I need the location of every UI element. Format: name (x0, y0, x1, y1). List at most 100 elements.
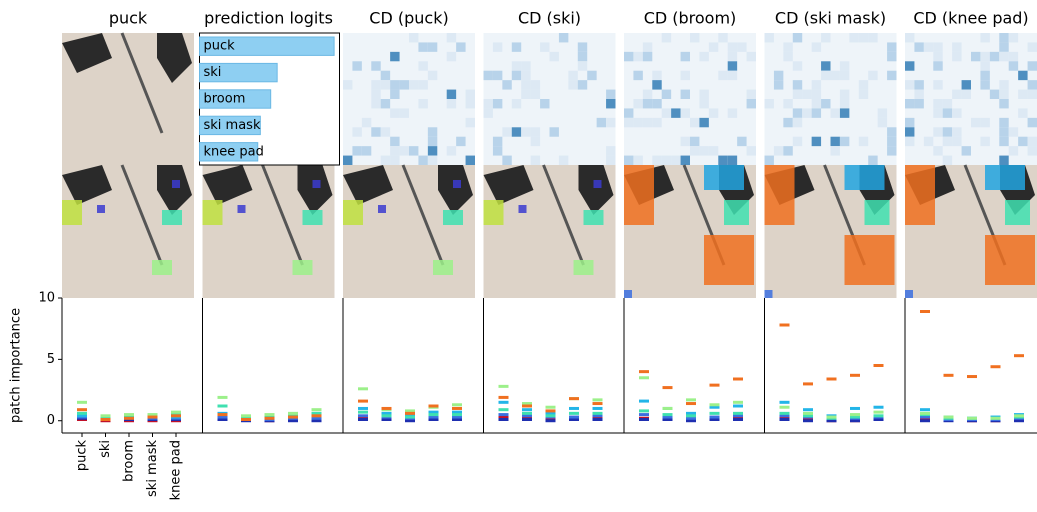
strip-mark (709, 418, 720, 421)
strip-mark (381, 418, 392, 421)
stick (401, 164, 445, 266)
heat-cell (699, 89, 709, 99)
heat-cell (652, 155, 662, 165)
heat-cell (783, 117, 793, 128)
heat-cell (511, 42, 522, 52)
strip-mark (311, 416, 322, 420)
heat-cell (642, 89, 653, 99)
heat-cell (821, 33, 831, 43)
strip-mark (498, 413, 509, 417)
heat-cell (999, 33, 1009, 43)
y-axis-label: patch importance (9, 308, 24, 423)
strip-mark (709, 415, 720, 419)
heat-cell (830, 136, 840, 147)
heat-cell (999, 42, 1009, 52)
segment (443, 210, 463, 225)
strip-mark (639, 399, 649, 403)
heat-cell (633, 70, 643, 81)
heat-cell (933, 42, 943, 52)
heat-cell (1008, 127, 1019, 137)
heat-cell (492, 70, 503, 81)
strip-mark (217, 415, 228, 419)
heat-cell (887, 127, 897, 137)
strip-mark (733, 377, 743, 381)
strip-mark (569, 406, 579, 410)
heat-cell (839, 108, 850, 118)
strip-mark (522, 404, 532, 408)
strip-mark (662, 386, 673, 390)
strip-mark (288, 419, 298, 423)
bar-label: knee pad (204, 144, 264, 159)
segment (704, 165, 744, 190)
strip-mark (850, 419, 860, 423)
heat-cell (371, 89, 381, 99)
strip-mark (498, 418, 509, 421)
heat-cell (792, 33, 803, 43)
strip-mark (545, 405, 556, 409)
heat-cell (980, 117, 990, 128)
heat-cell (418, 61, 428, 71)
heat-cell (390, 136, 400, 147)
heat-cell (399, 108, 409, 118)
heat-cell (1027, 117, 1037, 128)
heat-cell (390, 80, 400, 90)
heat-cell (989, 51, 1000, 62)
segment (343, 200, 363, 225)
strip-mark (569, 415, 579, 419)
strip-mark (498, 400, 509, 404)
heat-cell (558, 33, 569, 43)
heat-cell (764, 99, 774, 109)
heat-cell (577, 61, 588, 71)
strip-mark (124, 413, 134, 417)
heat-cell (999, 136, 1009, 147)
strip-mark (639, 409, 649, 413)
segment (292, 260, 313, 275)
strip-mark (686, 411, 696, 415)
segment (453, 180, 461, 188)
panel-title: CD (puck) (369, 9, 448, 28)
heat-cell (465, 155, 475, 165)
strip-mark (686, 416, 696, 420)
heat-cell (923, 136, 934, 147)
strip-mark (498, 395, 509, 399)
strip-mark (452, 403, 462, 407)
heat-cell (933, 61, 943, 71)
strip-mark (147, 413, 158, 417)
heat-cell (933, 127, 943, 137)
heat-cell (483, 99, 493, 109)
heat-cell (521, 89, 531, 99)
heat-cell (773, 80, 784, 90)
strip-mark (498, 415, 509, 419)
strip-mark (569, 397, 579, 401)
heat-cell (633, 51, 643, 62)
strip-mark (522, 408, 532, 412)
heat-cell (361, 146, 372, 156)
strip-mark (639, 376, 649, 380)
heat-cell (1027, 42, 1037, 52)
heat-cell (952, 51, 962, 62)
heat-cell (390, 146, 400, 156)
strip-mark (779, 418, 790, 421)
heat-cell (811, 89, 822, 99)
strip-mark (100, 414, 111, 418)
heat-cell (530, 155, 541, 165)
heat-cell (952, 127, 962, 137)
strip-mark (873, 418, 884, 421)
heat-cell (1027, 136, 1037, 147)
heat-cell (830, 70, 840, 81)
heat-cell (633, 155, 643, 165)
segment (1005, 200, 1030, 225)
heat-cell (839, 89, 850, 99)
heat-cell (427, 127, 438, 137)
y-tick-label: 5 (47, 352, 55, 367)
heat-cell (418, 42, 428, 52)
strip-mark (428, 404, 439, 408)
strip-mark (522, 402, 532, 406)
heat-cell (690, 146, 700, 156)
strip-mark (428, 415, 439, 419)
heat-cell (746, 89, 756, 99)
heat-cell (830, 108, 840, 118)
strip-mark (662, 418, 673, 421)
heat-cell (577, 51, 588, 62)
strip-mark (381, 406, 392, 410)
